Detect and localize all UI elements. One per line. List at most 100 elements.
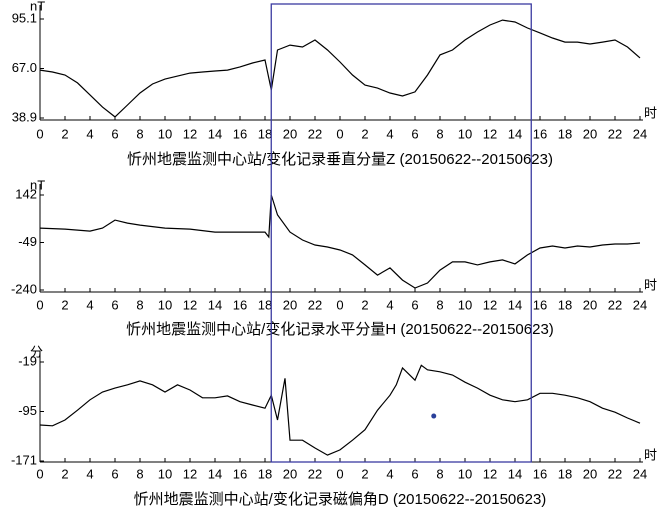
x-tick-label: 6	[411, 297, 418, 312]
x-tick-label: 6	[411, 126, 418, 141]
x-tick-label: 4	[386, 126, 393, 141]
x-tick-label: 12	[483, 466, 497, 481]
data-line	[39, 194, 641, 289]
y-tick-label: -95	[18, 403, 37, 418]
point-marker	[431, 413, 437, 419]
x-tick-label: 20	[583, 126, 597, 141]
x-axis-label: 时	[644, 447, 657, 462]
x-tick-label: 16	[233, 466, 247, 481]
data-line	[39, 364, 641, 456]
x-tick-label: 8	[136, 466, 143, 481]
x-tick-label: 12	[483, 126, 497, 141]
x-tick-label: 6	[111, 466, 118, 481]
x-tick-label: 12	[183, 466, 197, 481]
x-tick-label: 14	[208, 126, 222, 141]
x-tick-label: 22	[608, 297, 622, 312]
x-tick-label: 18	[558, 297, 572, 312]
x-tick-label: 20	[283, 126, 297, 141]
x-tick-label: 8	[436, 126, 443, 141]
x-tick-label: 18	[558, 126, 572, 141]
x-tick-label: 20	[583, 466, 597, 481]
x-tick-label: 14	[508, 466, 522, 481]
x-tick-label: 4	[386, 297, 393, 312]
x-tick-label: 10	[158, 297, 172, 312]
x-tick-label: 2	[61, 297, 68, 312]
y-axis-label: nT	[30, 177, 45, 192]
y-tick-label: 95.1	[12, 10, 37, 25]
x-tick-label: 24	[633, 466, 647, 481]
x-tick-label: 10	[458, 126, 472, 141]
x-tick-label: 2	[361, 466, 368, 481]
x-tick-label: 4	[86, 466, 93, 481]
x-tick-label: 20	[283, 297, 297, 312]
x-axis-label: 时	[644, 105, 657, 120]
x-tick-label: 18	[258, 126, 272, 141]
x-tick-label: 12	[183, 126, 197, 141]
x-tick-label: 18	[258, 466, 272, 481]
x-tick-label: 8	[436, 466, 443, 481]
x-tick-label: 6	[111, 126, 118, 141]
x-tick-label: 6	[411, 466, 418, 481]
x-tick-label: 22	[608, 126, 622, 141]
x-tick-label: 4	[386, 466, 393, 481]
y-tick-label: -240	[11, 281, 37, 296]
x-tick-label: 20	[583, 297, 597, 312]
chart-title: 忻州地震监测中心站/变化记录磁偏角D (20150622--20150623)	[134, 491, 547, 508]
x-tick-label: 22	[308, 466, 322, 481]
x-tick-label: 14	[508, 126, 522, 141]
y-tick-label: -171	[11, 452, 37, 467]
x-tick-label: 2	[61, 126, 68, 141]
y-tick-label: 67.0	[12, 60, 37, 75]
x-tick-label: 4	[86, 126, 93, 141]
y-tick-label: -49	[18, 234, 37, 249]
x-tick-label: 16	[533, 466, 547, 481]
x-tick-label: 0	[36, 126, 43, 141]
x-tick-label: 22	[308, 297, 322, 312]
x-tick-label: 16	[533, 126, 547, 141]
y-tick-label: -19	[18, 353, 37, 368]
x-tick-label: 0	[336, 297, 343, 312]
y-axis-label: nT	[30, 0, 45, 13]
x-tick-label: 0	[336, 466, 343, 481]
x-tick-label: 12	[183, 297, 197, 312]
chart-title: 忻州地震监测中心站/变化记录垂直分量Z (20150622--20150623)	[127, 151, 553, 168]
x-tick-label: 10	[158, 466, 172, 481]
x-tick-label: 10	[458, 297, 472, 312]
x-tick-label: 14	[208, 466, 222, 481]
x-tick-label: 16	[233, 297, 247, 312]
x-tick-label: 8	[136, 297, 143, 312]
x-tick-label: 6	[111, 297, 118, 312]
y-axis-label: 分	[30, 344, 43, 359]
x-tick-label: 12	[483, 297, 497, 312]
x-tick-label: 0	[36, 297, 43, 312]
x-tick-label: 20	[283, 466, 297, 481]
x-tick-label: 4	[86, 297, 93, 312]
x-tick-label: 2	[61, 466, 68, 481]
x-tick-label: 16	[233, 126, 247, 141]
data-line	[39, 19, 641, 118]
x-tick-label: 2	[361, 126, 368, 141]
y-tick-label: 142	[15, 186, 37, 201]
highlight-box	[270, 3, 532, 463]
x-tick-label: 2	[361, 297, 368, 312]
x-tick-label: 14	[208, 297, 222, 312]
y-tick-label: 38.9	[12, 109, 37, 124]
x-tick-label: 22	[308, 126, 322, 141]
x-tick-label: 10	[158, 126, 172, 141]
x-tick-label: 0	[36, 466, 43, 481]
x-tick-label: 8	[136, 126, 143, 141]
x-tick-label: 10	[458, 466, 472, 481]
x-tick-label: 16	[533, 297, 547, 312]
x-tick-label: 8	[436, 297, 443, 312]
x-tick-label: 18	[258, 297, 272, 312]
x-tick-label: 22	[608, 466, 622, 481]
x-axis-label: 时	[644, 277, 657, 292]
x-tick-label: 18	[558, 466, 572, 481]
x-tick-label: 14	[508, 297, 522, 312]
x-tick-label: 0	[336, 126, 343, 141]
x-tick-label: 24	[633, 126, 647, 141]
x-tick-label: 24	[633, 297, 647, 312]
chart-title: 忻州地震监测中心站/变化记录水平分量H (20150622--20150623)	[126, 321, 554, 338]
